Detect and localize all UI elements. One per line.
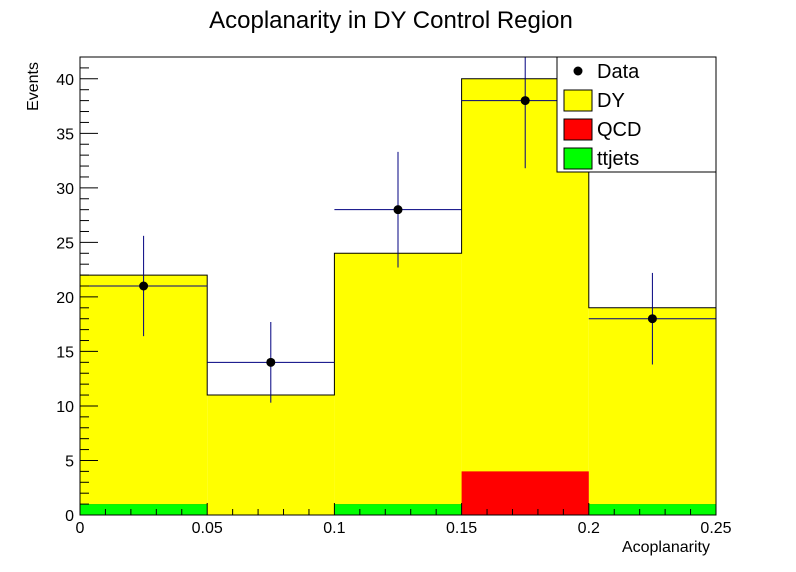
data-point-2 <box>207 321 335 403</box>
x-axis-label: Acoplanarity <box>622 539 710 556</box>
y-tick-label: 5 <box>65 453 74 470</box>
x-tick-label: 0 <box>76 520 85 537</box>
bar-ttjets-bin-3 <box>334 504 462 515</box>
legend-label: DY <box>597 90 625 112</box>
bar-ttjets-bin-1 <box>80 504 208 515</box>
legend-entry-dy: DY <box>563 89 625 112</box>
data-point-5 <box>588 272 716 365</box>
legend-entry-ttjets: ttjets <box>563 147 639 170</box>
legend: Data DY QCD ttjets <box>556 56 717 173</box>
y-axis: 0 5 10 15 20 25 30 35 40 <box>56 56 98 525</box>
x-tick-label: 0.2 <box>578 520 600 537</box>
legend-label: Data <box>597 61 640 83</box>
chart-title: Acoplanarity in DY Control Region <box>209 7 573 34</box>
legend-label: ttjets <box>597 148 639 170</box>
plot-area <box>79 57 717 516</box>
legend-entry-qcd: QCD <box>563 118 641 141</box>
y-tick-label: 0 <box>65 508 74 525</box>
data-marker-1 <box>139 281 149 291</box>
bar-ttjets-bin-5 <box>588 504 716 515</box>
y-tick-label: 15 <box>56 344 74 361</box>
bar-dy-bin-3 <box>334 253 462 516</box>
y-tick-label: 35 <box>56 126 74 143</box>
x-tick-label: 0.05 <box>192 520 223 537</box>
data-marker-5 <box>647 314 657 324</box>
data-marker-3 <box>393 205 403 215</box>
x-tick-label: 0.25 <box>700 520 731 537</box>
legend-entry-data: Data <box>573 61 640 83</box>
data-point-1 <box>80 235 208 337</box>
legend-swatch-dy <box>563 89 593 112</box>
y-tick-label: 10 <box>56 399 74 416</box>
data-point-3 <box>334 151 462 268</box>
bar-qcd-bin-4 <box>461 471 589 515</box>
data-marker-2 <box>266 357 276 367</box>
bar-dy-bin-2 <box>207 395 335 515</box>
y-tick-label: 30 <box>56 181 74 198</box>
data-marker-4 <box>520 96 530 106</box>
y-tick-label: 20 <box>56 290 74 307</box>
y-tick-label: 25 <box>56 235 74 252</box>
legend-marker-data <box>573 66 583 76</box>
legend-swatch-ttjets <box>563 147 593 170</box>
x-tick-label: 0.1 <box>323 520 345 537</box>
legend-label: QCD <box>597 119 641 141</box>
y-axis-label: Events <box>25 62 42 111</box>
legend-swatch-qcd <box>563 118 593 141</box>
x-axis: 0 0.05 0.1 0.15 0.2 0.25 <box>76 503 732 537</box>
y-tick-label: 40 <box>56 72 74 89</box>
x-tick-label: 0.15 <box>446 520 477 537</box>
